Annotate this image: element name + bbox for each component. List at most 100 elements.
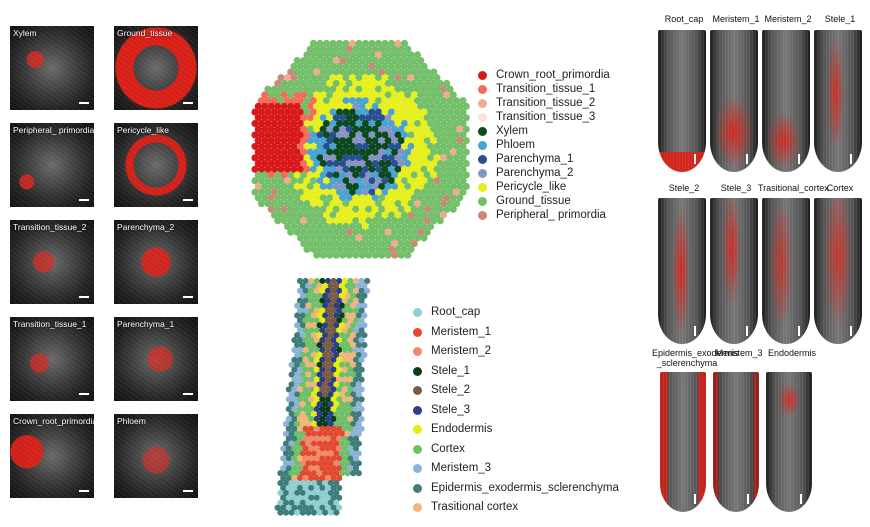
legend-item: Parenchyma_2 xyxy=(478,166,610,180)
legend-label: Meristem_1 xyxy=(431,325,492,338)
legend-item: Trasitional cortex xyxy=(413,498,619,518)
legend-swatch xyxy=(478,70,487,80)
root-image-label: Meristem_1 xyxy=(712,14,760,24)
root-image xyxy=(762,198,810,344)
legend-label: Peripheral_ primordia xyxy=(496,209,606,221)
cross-section-map xyxy=(251,39,470,259)
legend-label: Pericycle_like xyxy=(496,181,567,193)
legend-swatch xyxy=(478,154,487,164)
tile-ground-tissue: Ground_tissue xyxy=(114,26,198,110)
root-image xyxy=(814,30,862,172)
legend-label: Trasitional cortex xyxy=(431,501,519,513)
legend-item: Meristem_2 xyxy=(413,342,619,362)
legend-swatch xyxy=(413,444,422,454)
tile-xylem: Xylem xyxy=(10,26,94,110)
legend-swatch xyxy=(413,327,422,337)
tile-label: Pericycle_like xyxy=(117,125,169,135)
tile-parenchyma-1: Parenchyma_1 xyxy=(114,317,198,401)
legend-swatch xyxy=(413,483,422,493)
legend-swatch xyxy=(413,464,422,474)
tile-label: Ground_tissue xyxy=(117,28,173,38)
scale-bar xyxy=(798,154,800,164)
root-image xyxy=(660,372,706,512)
left-tile-grid: Xylem Ground_tissue Peripheral_ primordia P… xyxy=(0,0,210,520)
legend-swatch xyxy=(478,168,487,178)
longitudinal-section-map xyxy=(274,278,371,516)
legend-swatch xyxy=(478,140,487,150)
legend-label: Cortex xyxy=(431,442,465,455)
tile-label: Crown_root_primordia xyxy=(13,416,94,426)
tile-label: Parenchyma_1 xyxy=(117,319,175,329)
scale-bar xyxy=(747,494,749,504)
legend-item: Parenchyma_1 xyxy=(478,152,610,166)
root-image-label: Meristem_3 xyxy=(715,348,763,358)
tile-peripheral-primordia: Peripheral_ primordia xyxy=(10,123,94,207)
legend-label: Parenchyma_1 xyxy=(496,153,574,165)
legend-swatch xyxy=(478,112,487,122)
scale-bar xyxy=(694,326,696,336)
legend-item: Epidermis_exodermis_sclerenchyma xyxy=(413,479,619,499)
legend-swatch xyxy=(413,308,422,318)
scale-bar xyxy=(746,326,748,336)
scale-bar xyxy=(850,154,852,164)
legend-item: Transition_tissue_3 xyxy=(478,110,610,124)
root-image-label: Stele_3 xyxy=(720,183,752,193)
legend-item: Crown_root_primordia xyxy=(478,68,610,82)
tile-label: Phloem xyxy=(117,416,146,426)
tile-transition-tissue-1: Transition_tissue_1 xyxy=(10,317,94,401)
tile-label: Xylem xyxy=(13,28,37,38)
scale-bar xyxy=(183,296,193,298)
legend-swatch xyxy=(413,425,422,435)
legend-item: Transition_tissue_2 xyxy=(478,96,610,110)
legend-item: Ground_tissue xyxy=(478,194,610,208)
root-image-label: Meristem_2 xyxy=(764,14,812,24)
tile-crown-root-primordia: Crown_root_primordia xyxy=(10,414,94,498)
legend-label: Stele_3 xyxy=(431,403,471,416)
scale-bar xyxy=(79,296,89,298)
scale-bar xyxy=(183,490,193,492)
tile-label: Peripheral_ primordia xyxy=(13,125,94,135)
root-image-grid: Root_cap Meristem_1 Meristem_2 Stele_1 Stele… xyxy=(650,0,870,527)
legend-item: Stele_3 xyxy=(413,401,619,421)
scale-bar xyxy=(694,494,696,504)
legend-item: Root_cap xyxy=(413,303,619,323)
legend-item: Meristem_1 xyxy=(413,323,619,343)
legend-item: Cortex xyxy=(413,440,619,460)
root-image-label: Cortex xyxy=(826,183,854,193)
legend-item: Xylem xyxy=(478,124,610,138)
legend-swatch xyxy=(413,386,422,396)
root-image-label: Epidermis_exodermis _sclerenchyma xyxy=(652,348,739,368)
legend-item: Stele_2 xyxy=(413,381,619,401)
legend-item: Pericycle_like xyxy=(478,180,610,194)
legend-swatch xyxy=(478,84,487,94)
root-image xyxy=(766,372,812,512)
legend-label: Root_cap xyxy=(431,306,481,318)
tile-pericycle-like: Pericycle_like xyxy=(114,123,198,207)
root-image-label: Endodermis xyxy=(767,348,817,358)
legend-label: Epidermis_exodermis_sclerenchyma xyxy=(431,481,619,494)
scale-bar xyxy=(183,102,193,104)
cross-section-legend: Crown_root_primordia Transition_tissue_1 T… xyxy=(478,68,610,222)
root-image xyxy=(710,198,758,344)
legend-label: Stele_2 xyxy=(431,384,471,396)
legend-item: Meristem_3 xyxy=(413,459,619,479)
legend-label: Transition_tissue_3 xyxy=(496,111,596,123)
legend-swatch xyxy=(413,366,422,376)
legend-swatch xyxy=(478,182,487,192)
scale-bar xyxy=(798,326,800,336)
scale-bar xyxy=(79,490,89,492)
scale-bar xyxy=(79,199,89,201)
legend-label: Ground_tissue xyxy=(496,195,571,207)
tile-transition-tissue-2: Transition_tissue_2 xyxy=(10,220,94,304)
scale-bar xyxy=(183,393,193,395)
legend-swatch xyxy=(478,98,487,108)
tile-parenchyma-2: Parenchyma_2 xyxy=(114,220,198,304)
legend-label: Parenchyma_2 xyxy=(496,167,574,179)
legend-swatch xyxy=(413,503,422,513)
legend-label: Meristem_2 xyxy=(431,345,492,357)
scale-bar xyxy=(850,326,852,336)
scale-bar xyxy=(800,494,802,504)
scale-bar xyxy=(79,393,89,395)
scale-bar xyxy=(694,154,696,164)
root-image-label: Root_cap xyxy=(664,14,704,24)
